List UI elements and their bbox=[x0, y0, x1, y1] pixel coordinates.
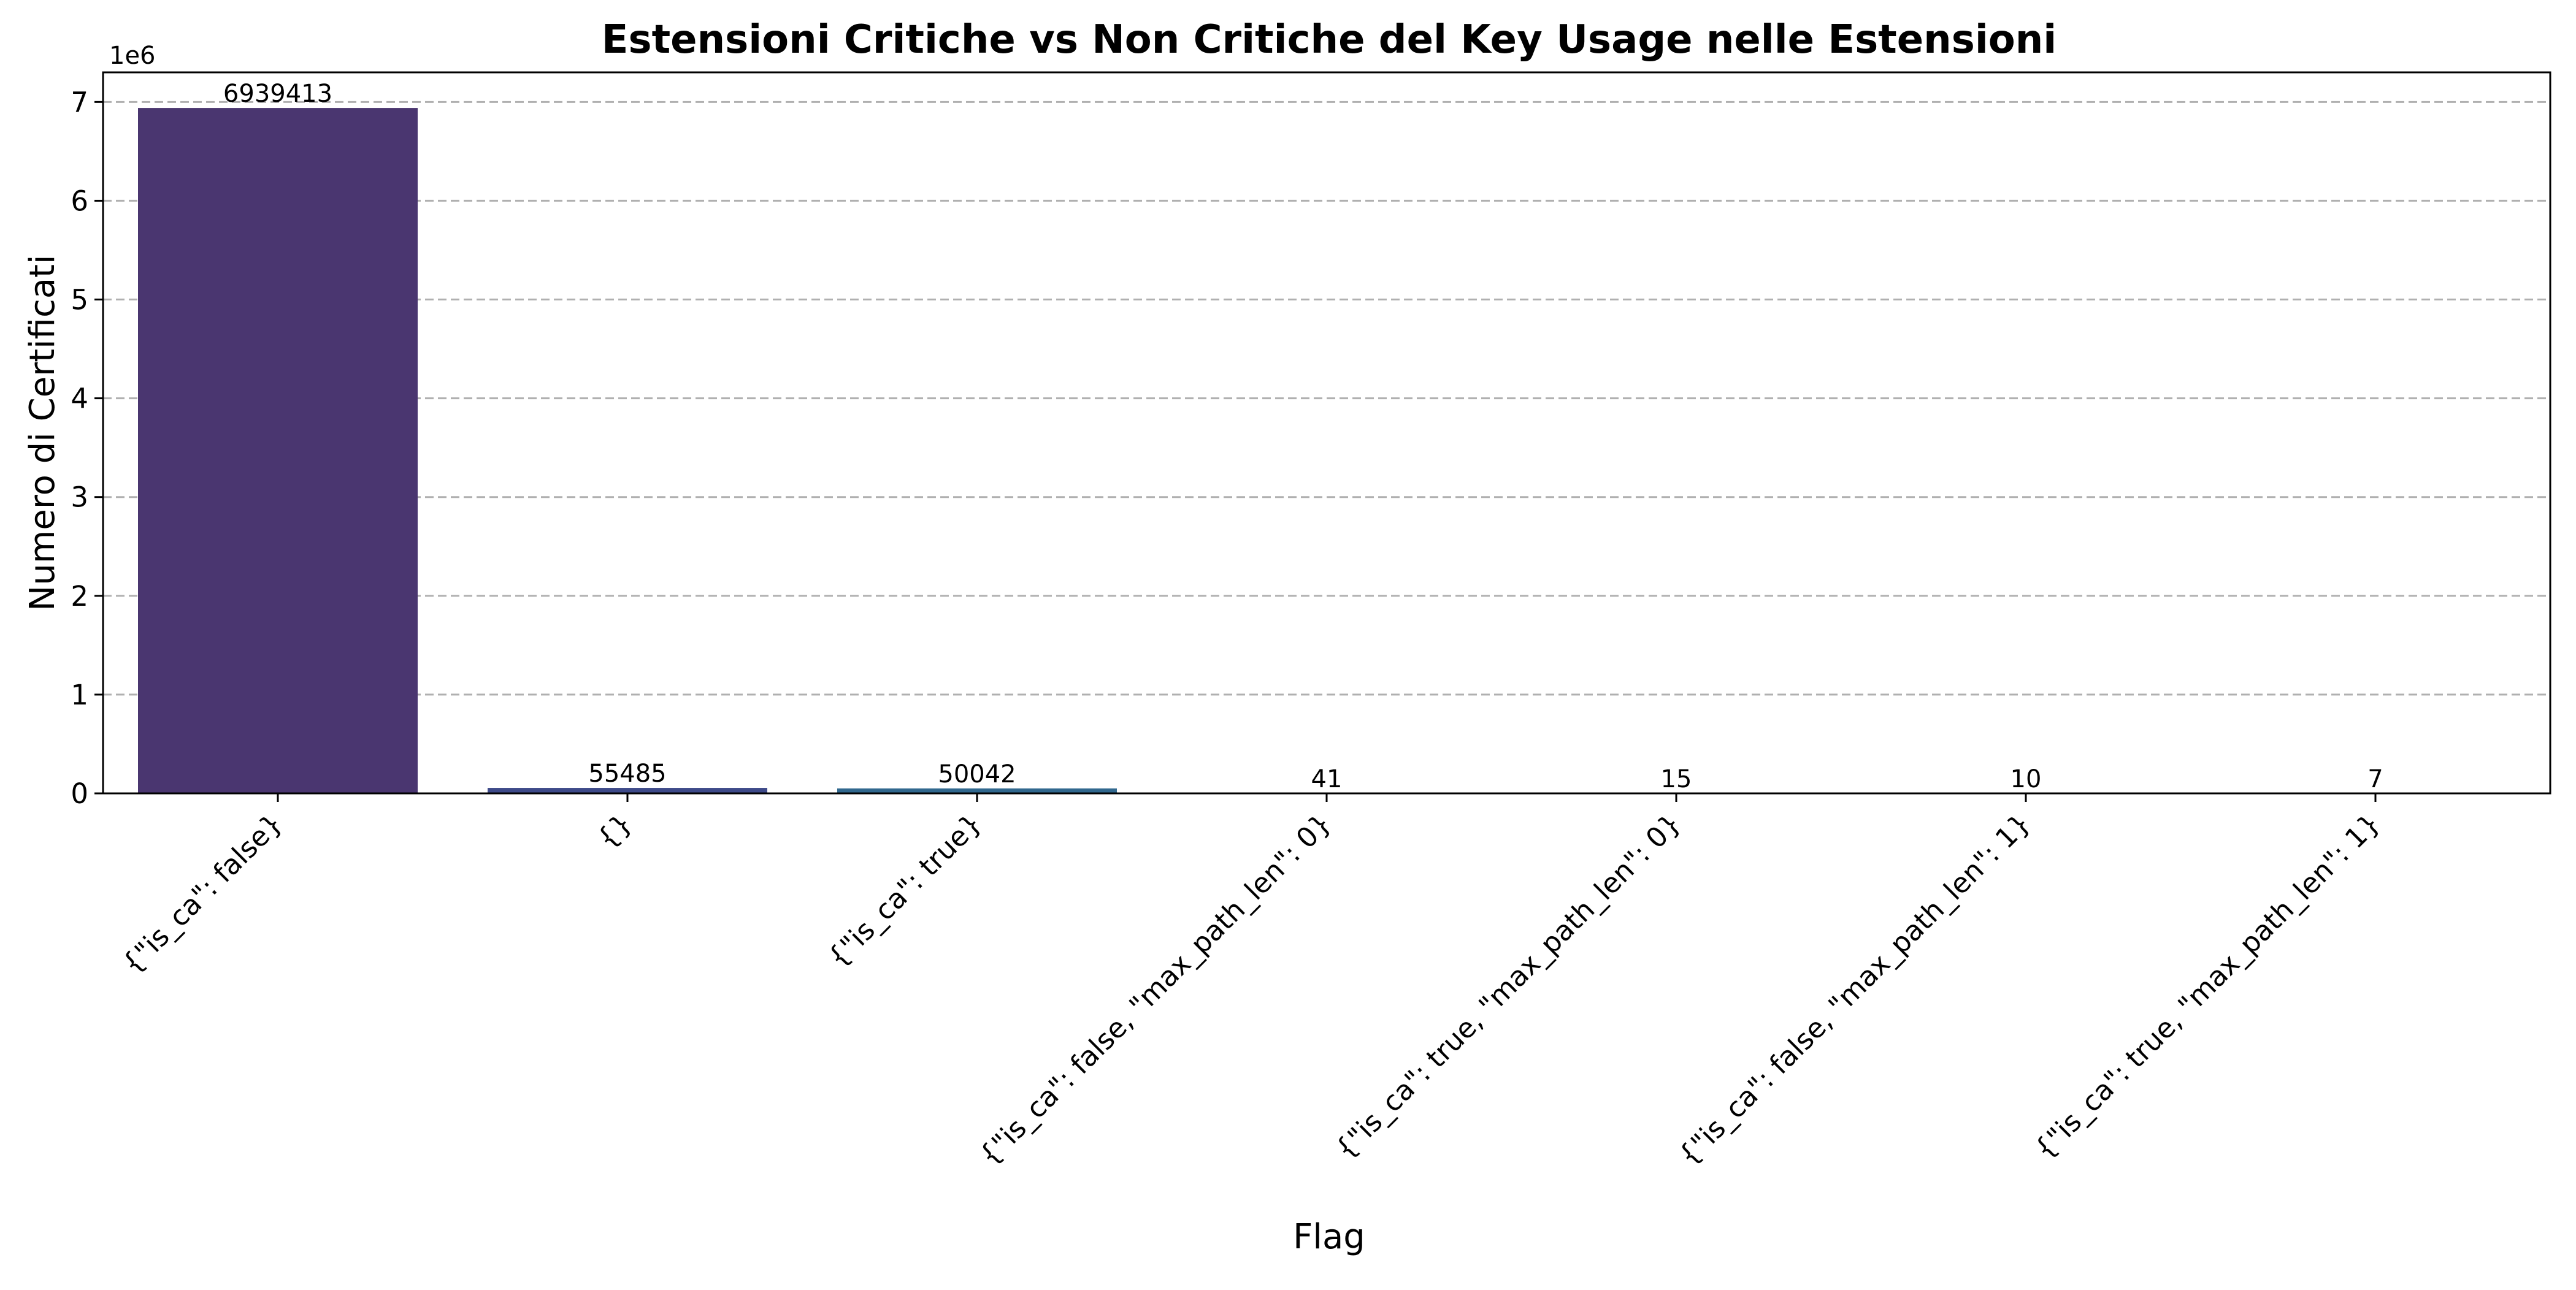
grid-lines bbox=[103, 102, 2550, 695]
x-tick-label: {} bbox=[591, 807, 638, 855]
y-tick-label: 6 bbox=[71, 185, 88, 217]
x-tick-label: {"is_ca": true} bbox=[821, 807, 988, 974]
x-tick-label: {"is_ca": true, "max_path_len": 1} bbox=[2028, 807, 2386, 1165]
y-tick-label: 2 bbox=[71, 580, 88, 613]
bar-value-labels: 6939413 55485 50042 41 15 10 7 bbox=[223, 80, 2383, 793]
bar-value-label: 15 bbox=[1661, 765, 1692, 793]
y-axis-offset-label: 1e6 bbox=[109, 42, 156, 70]
y-tick-label: 0 bbox=[71, 777, 88, 810]
bar-value-label: 10 bbox=[2011, 765, 2042, 793]
plot-frame bbox=[103, 72, 2550, 793]
bar-value-label: 55485 bbox=[588, 760, 666, 788]
x-tick-label: {"is_ca": false} bbox=[116, 807, 289, 980]
bar-value-label: 6939413 bbox=[223, 80, 332, 108]
x-tick-label: {"is_ca": true, "max_path_len": 0} bbox=[1328, 807, 1687, 1165]
y-tick-label: 3 bbox=[71, 481, 88, 514]
y-tick-label: 7 bbox=[71, 86, 88, 118]
bars bbox=[138, 108, 2515, 793]
y-tick-label: 1 bbox=[71, 679, 88, 711]
bar-value-label: 7 bbox=[2367, 765, 2383, 793]
bar-value-label: 41 bbox=[1311, 765, 1343, 793]
y-tick-label: 4 bbox=[71, 383, 88, 415]
bar-value-label: 50042 bbox=[938, 760, 1016, 788]
chart-title: Estensioni Critiche vs Non Critiche del … bbox=[602, 17, 2057, 63]
bar bbox=[138, 108, 418, 793]
x-tick-label: {"is_ca": false, "max_path_len": 0} bbox=[973, 807, 1338, 1172]
x-axis-label: Flag bbox=[1293, 1217, 1365, 1257]
x-axis-ticks: {"is_ca": false}{}{"is_ca": true}{"is_ca… bbox=[116, 793, 2386, 1172]
y-axis-label: Numero di Certificati bbox=[23, 254, 63, 611]
y-axis-ticks: 0 1 2 3 4 5 6 7 bbox=[71, 86, 103, 810]
y-tick-label: 5 bbox=[71, 284, 88, 316]
x-tick-label: {"is_ca": false, "max_path_len": 1} bbox=[1672, 807, 2037, 1172]
